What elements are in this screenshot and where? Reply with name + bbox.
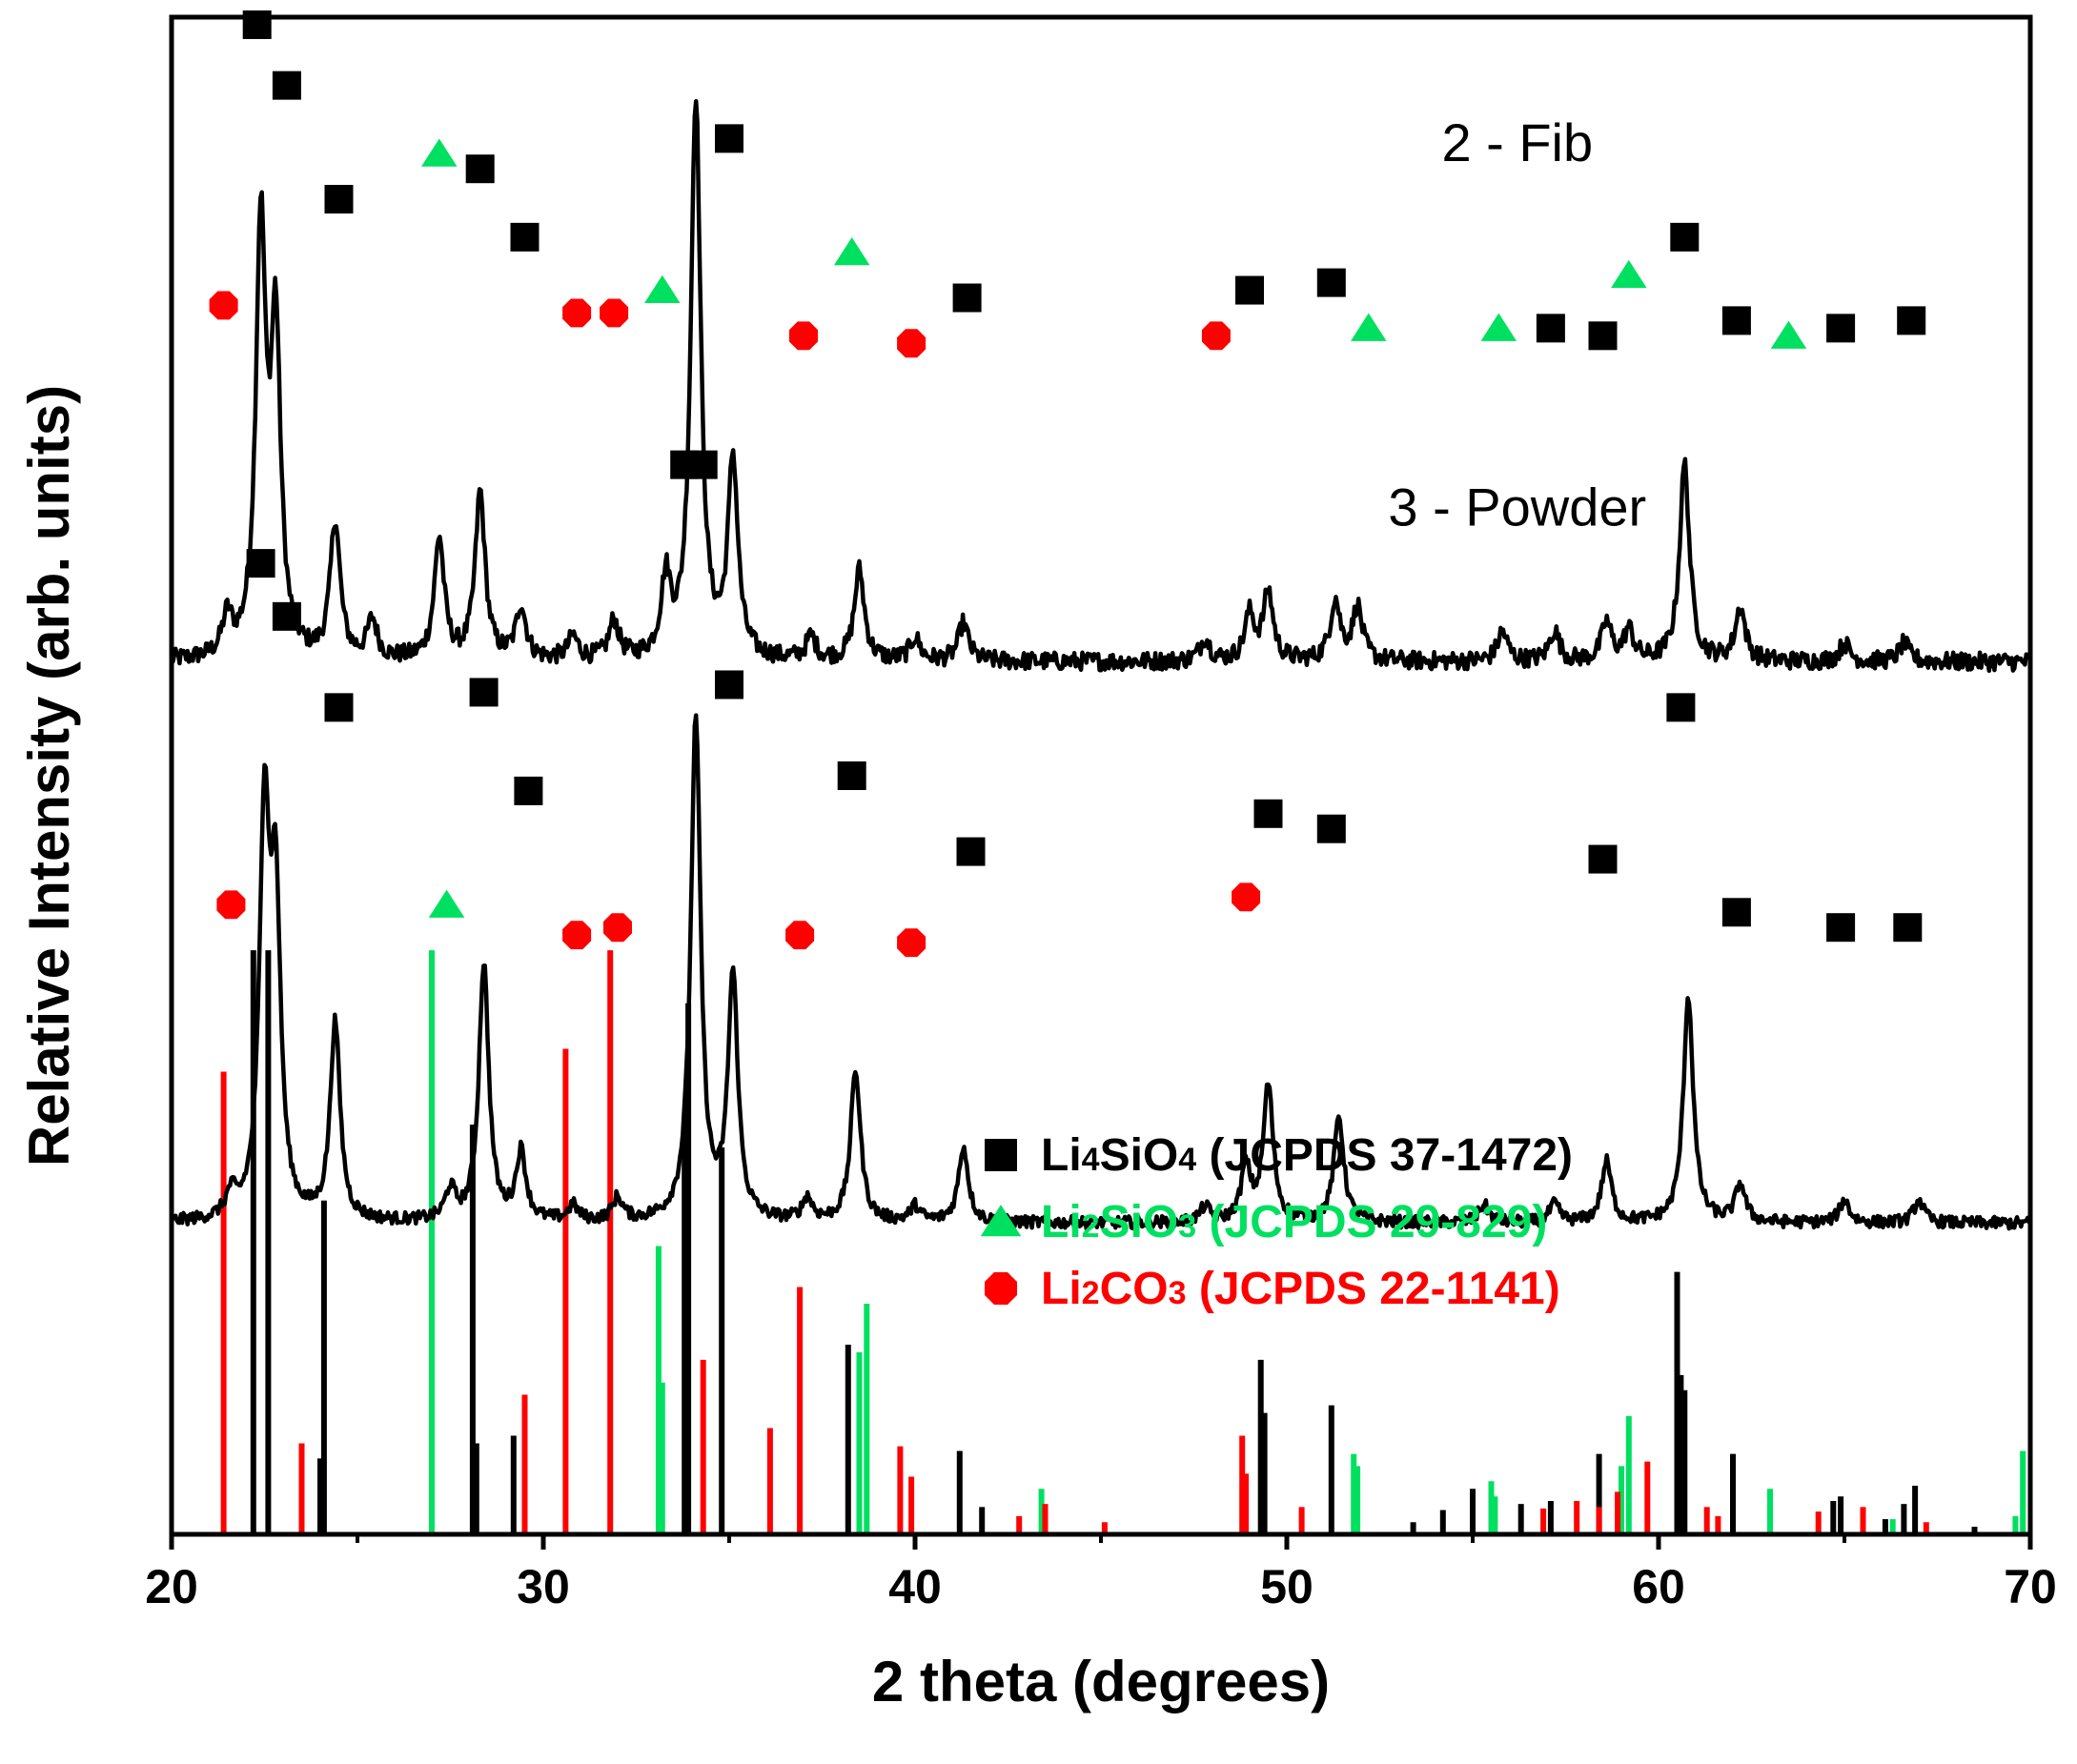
x-tick-label: 70 (2004, 1560, 2057, 1613)
marker-Li4SiO4 (1235, 275, 1264, 305)
y-axis-label: Relative Intensity (arb. units) (17, 385, 81, 1166)
x-tick-label: 30 (517, 1560, 570, 1613)
marker-Li4SiO4 (715, 670, 743, 700)
legend-symbol-Li2CO3 (985, 1272, 1017, 1305)
marker-Li4SiO4 (1721, 306, 1751, 335)
pattern-curves (169, 98, 2032, 1231)
x-tick-label: 50 (1260, 1560, 1313, 1613)
legend-formula-part: 2 (1082, 1275, 1100, 1311)
marker-Li2CO3 (600, 298, 629, 328)
marker-Li4SiO4 (1253, 799, 1283, 828)
legend-formula-part: 3 (1169, 1275, 1187, 1311)
marker-Li2SiO3 (833, 237, 870, 266)
marker-Li4SiO4 (1588, 844, 1618, 874)
marker-Li4SiO4 (837, 761, 866, 790)
marker-Li4SiO4 (469, 678, 499, 707)
marker-Li2CO3 (789, 321, 818, 351)
x-axis-ticks: 20 30 40 50 60 70 (145, 1534, 2057, 1613)
marker-Li2CO3 (603, 913, 632, 943)
legend-formula-part: SiO (1100, 1130, 1179, 1181)
x-tick-label: 60 (1632, 1560, 1685, 1613)
marker-Li2CO3 (1232, 882, 1261, 912)
x-tick-label: 20 (145, 1560, 198, 1613)
marker-Li4SiO4 (510, 222, 540, 252)
marker-Li4SiO4 (1588, 321, 1618, 351)
legend-entry-Li2SiO3: Li2SiO3 (JCPDS 29-829) (1041, 1197, 1547, 1247)
marker-Li2SiO3 (1480, 313, 1517, 341)
marker-Li2SiO3 (428, 889, 465, 918)
marker-Li4SiO4 (1826, 913, 1856, 943)
legend-formula-part: 2 (1082, 1208, 1100, 1245)
marker-Li4SiO4 (1826, 314, 1856, 343)
curve-2---fib (169, 98, 2031, 674)
legend-symbol-Li4SiO4 (985, 1139, 1017, 1171)
marker-Li4SiO4 (514, 776, 543, 805)
series-labels: 2 - Fib 3 - Powder (1388, 112, 1646, 537)
legend-formula-part: Li (1041, 1264, 1082, 1314)
marker-Li2SiO3 (1770, 320, 1807, 349)
marker-Li2CO3 (562, 298, 592, 328)
legend: Li4SiO4 (JCPDS 37-1472)Li2SiO3 (JCPDS 29… (980, 1130, 1573, 1314)
legend-formula-part: 3 (1178, 1208, 1196, 1245)
legend-formula-part: 4 (1178, 1142, 1196, 1178)
legend-symbol-Li2SiO3 (980, 1205, 1022, 1237)
marker-Li2SiO3 (644, 274, 681, 304)
marker-Li4SiO4 (1666, 693, 1696, 722)
marker-Li2CO3 (562, 921, 592, 950)
marker-Li2CO3 (785, 921, 815, 950)
marker-Li4SiO4 (1893, 913, 1923, 943)
marker-Li4SiO4 (324, 185, 354, 214)
series-label: 3 - Powder (1388, 476, 1646, 537)
legend-entry-Li4SiO4: Li4SiO4 (JCPDS 37-1472) (1041, 1130, 1573, 1181)
reference-sticks (220, 950, 2026, 1534)
marker-Li4SiO4 (324, 693, 354, 722)
marker-Li4SiO4 (1721, 898, 1751, 927)
legend-formula-part: Li (1041, 1197, 1082, 1247)
marker-Li2CO3 (897, 329, 927, 358)
marker-Li2CO3 (216, 890, 246, 920)
marker-Li4SiO4 (1316, 814, 1346, 843)
marker-Li4SiO4 (246, 549, 275, 578)
legend-formula-part: 4 (1082, 1142, 1100, 1178)
legend-formula-part: CO (1100, 1264, 1169, 1314)
marker-Li4SiO4 (242, 10, 272, 39)
marker-Li4SiO4 (272, 71, 301, 100)
legend-reference: (JCPDS 37-1472) (1196, 1130, 1573, 1181)
marker-Li4SiO4 (956, 837, 986, 866)
curve-3---powder (169, 713, 2032, 1231)
marker-Li2CO3 (1201, 321, 1231, 351)
marker-Li4SiO4 (952, 283, 982, 313)
marker-Li2SiO3 (421, 138, 458, 167)
legend-reference: (JCPDS 22-1141) (1187, 1264, 1560, 1314)
x-axis-label: 2 theta (degrees) (872, 1650, 1330, 1713)
marker-Li4SiO4 (272, 601, 301, 631)
marker-Li4SiO4 (688, 450, 718, 479)
legend-formula-part: Li (1041, 1130, 1082, 1181)
x-tick-label: 40 (888, 1560, 942, 1613)
marker-Li4SiO4 (1897, 306, 1926, 335)
marker-Li4SiO4 (1316, 268, 1346, 297)
marker-Li2CO3 (897, 928, 927, 958)
legend-entry-Li2CO3: Li2CO3 (JCPDS 22-1141) (1041, 1264, 1560, 1314)
marker-Li2SiO3 (1611, 259, 1647, 289)
phase-markers (209, 10, 1926, 958)
marker-Li2CO3 (209, 291, 238, 320)
marker-Li4SiO4 (1670, 222, 1700, 252)
series-label: 2 - Fib (1441, 112, 1593, 172)
legend-reference: (JCPDS 29-829) (1196, 1197, 1547, 1247)
marker-Li2SiO3 (1351, 313, 1387, 341)
legend-formula-part: SiO (1100, 1197, 1179, 1247)
marker-Li4SiO4 (1536, 314, 1565, 343)
marker-Li4SiO4 (465, 154, 495, 184)
marker-Li4SiO4 (715, 124, 743, 153)
